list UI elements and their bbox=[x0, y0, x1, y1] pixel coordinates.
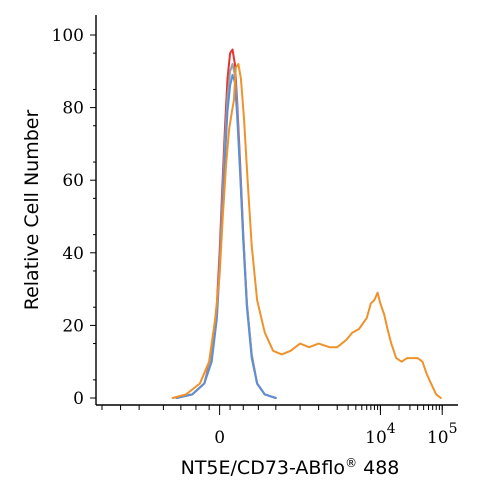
y-axis-title: Relative Cell Number bbox=[21, 110, 43, 311]
x-axis-title-tail: 488 bbox=[357, 457, 399, 479]
histogram-series-3 bbox=[175, 73, 277, 399]
y-tick-label: 40 bbox=[62, 244, 84, 264]
y-tick-label: 100 bbox=[52, 26, 84, 46]
x-tick-label: 105 bbox=[427, 421, 458, 448]
x-tick-label: 104 bbox=[365, 421, 396, 448]
x-axis-title: NT5E/CD73-ABflo® 488 bbox=[181, 456, 400, 479]
y-axis: 0 20 40 60 80 100 bbox=[52, 15, 97, 409]
histogram-series-4 bbox=[171, 63, 442, 399]
x-tick-label: 0 bbox=[214, 428, 225, 448]
y-tick-label: 80 bbox=[62, 99, 84, 119]
histogram-series-2 bbox=[175, 63, 277, 399]
y-tick-label: 0 bbox=[73, 389, 84, 409]
histogram-series-1 bbox=[175, 48, 277, 399]
series-layer bbox=[171, 48, 442, 399]
x-axis: 0 104 105 bbox=[96, 404, 458, 448]
x-axis-title-main: NT5E/CD73-ABflo bbox=[181, 457, 345, 479]
y-tick-label: 60 bbox=[62, 171, 84, 191]
y-tick-label: 20 bbox=[62, 316, 84, 336]
x-axis-title-mark: ® bbox=[345, 456, 357, 470]
